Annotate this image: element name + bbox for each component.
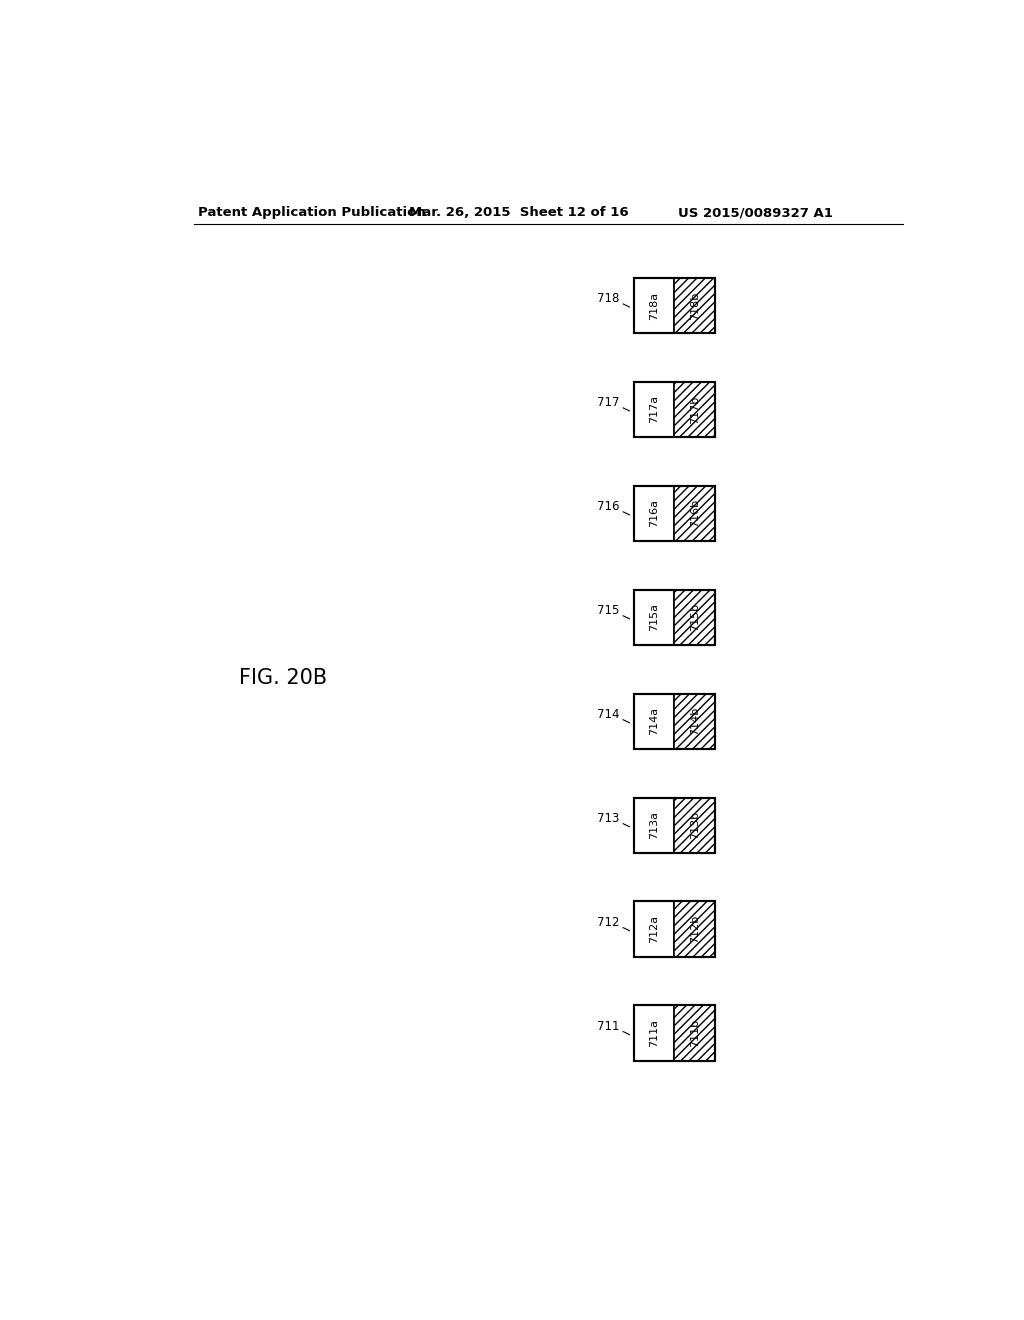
Text: 712: 712 bbox=[597, 916, 620, 929]
Bar bbox=[634, 902, 675, 957]
Bar bbox=[634, 590, 715, 645]
Text: Patent Application Publication: Patent Application Publication bbox=[198, 206, 426, 219]
Bar bbox=[675, 902, 715, 957]
Bar bbox=[675, 486, 715, 541]
Bar bbox=[675, 1006, 715, 1061]
Bar bbox=[634, 486, 675, 541]
Text: 714a: 714a bbox=[649, 708, 659, 735]
Bar bbox=[634, 797, 675, 853]
Text: 713a: 713a bbox=[649, 812, 659, 840]
Text: 711a: 711a bbox=[649, 1019, 659, 1047]
Bar bbox=[675, 381, 715, 437]
Bar bbox=[634, 902, 715, 957]
Bar bbox=[634, 1006, 715, 1061]
Text: 715a: 715a bbox=[649, 603, 659, 631]
Text: 718b: 718b bbox=[690, 292, 699, 319]
Text: 717: 717 bbox=[597, 396, 620, 409]
Text: US 2015/0089327 A1: US 2015/0089327 A1 bbox=[678, 206, 834, 219]
Bar bbox=[634, 486, 715, 541]
Bar bbox=[634, 693, 675, 748]
Text: 715: 715 bbox=[597, 605, 620, 618]
Text: 718a: 718a bbox=[649, 292, 659, 319]
Text: 714: 714 bbox=[597, 708, 620, 721]
Bar bbox=[634, 277, 715, 333]
Text: 717a: 717a bbox=[649, 396, 659, 424]
Bar bbox=[634, 277, 675, 333]
Bar bbox=[634, 1006, 675, 1061]
Bar bbox=[634, 590, 675, 645]
Bar bbox=[675, 277, 715, 333]
Text: 716b: 716b bbox=[690, 499, 699, 528]
Bar bbox=[675, 797, 715, 853]
Text: 716a: 716a bbox=[649, 499, 659, 528]
Text: FIG. 20B: FIG. 20B bbox=[239, 668, 327, 688]
Text: 717b: 717b bbox=[690, 395, 699, 424]
Text: 716: 716 bbox=[597, 500, 620, 513]
Bar bbox=[675, 693, 715, 748]
Bar bbox=[634, 797, 715, 853]
Text: 714b: 714b bbox=[690, 708, 699, 735]
Text: 713: 713 bbox=[597, 812, 620, 825]
Text: 718: 718 bbox=[597, 292, 620, 305]
Bar bbox=[634, 381, 675, 437]
Text: 713b: 713b bbox=[690, 812, 699, 840]
Text: 715b: 715b bbox=[690, 603, 699, 631]
Bar bbox=[634, 693, 715, 748]
Text: 711b: 711b bbox=[690, 1019, 699, 1047]
Text: 711: 711 bbox=[597, 1020, 620, 1034]
Text: 712a: 712a bbox=[649, 915, 659, 944]
Text: Mar. 26, 2015  Sheet 12 of 16: Mar. 26, 2015 Sheet 12 of 16 bbox=[409, 206, 628, 219]
Bar bbox=[675, 590, 715, 645]
Text: 712b: 712b bbox=[690, 915, 699, 944]
Bar bbox=[634, 381, 715, 437]
